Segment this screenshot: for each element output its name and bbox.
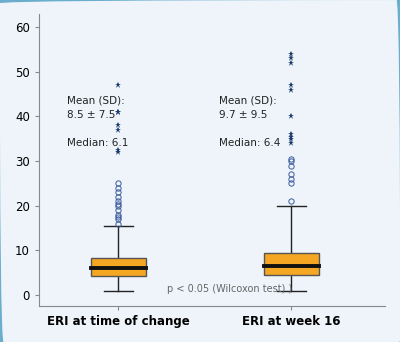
Text: Mean (SD):
9.7 ± 9.5

Median: 6.4: Mean (SD): 9.7 ± 9.5 Median: 6.4 — [219, 96, 280, 148]
Bar — [91, 259, 146, 276]
Text: Mean (SD):
8.5 ± 7.5

Median: 6.1: Mean (SD): 8.5 ± 7.5 Median: 6.1 — [66, 96, 128, 148]
Text: p < 0.05 (Wilcoxon test) ): p < 0.05 (Wilcoxon test) ) — [167, 285, 292, 294]
Bar — [264, 253, 319, 275]
